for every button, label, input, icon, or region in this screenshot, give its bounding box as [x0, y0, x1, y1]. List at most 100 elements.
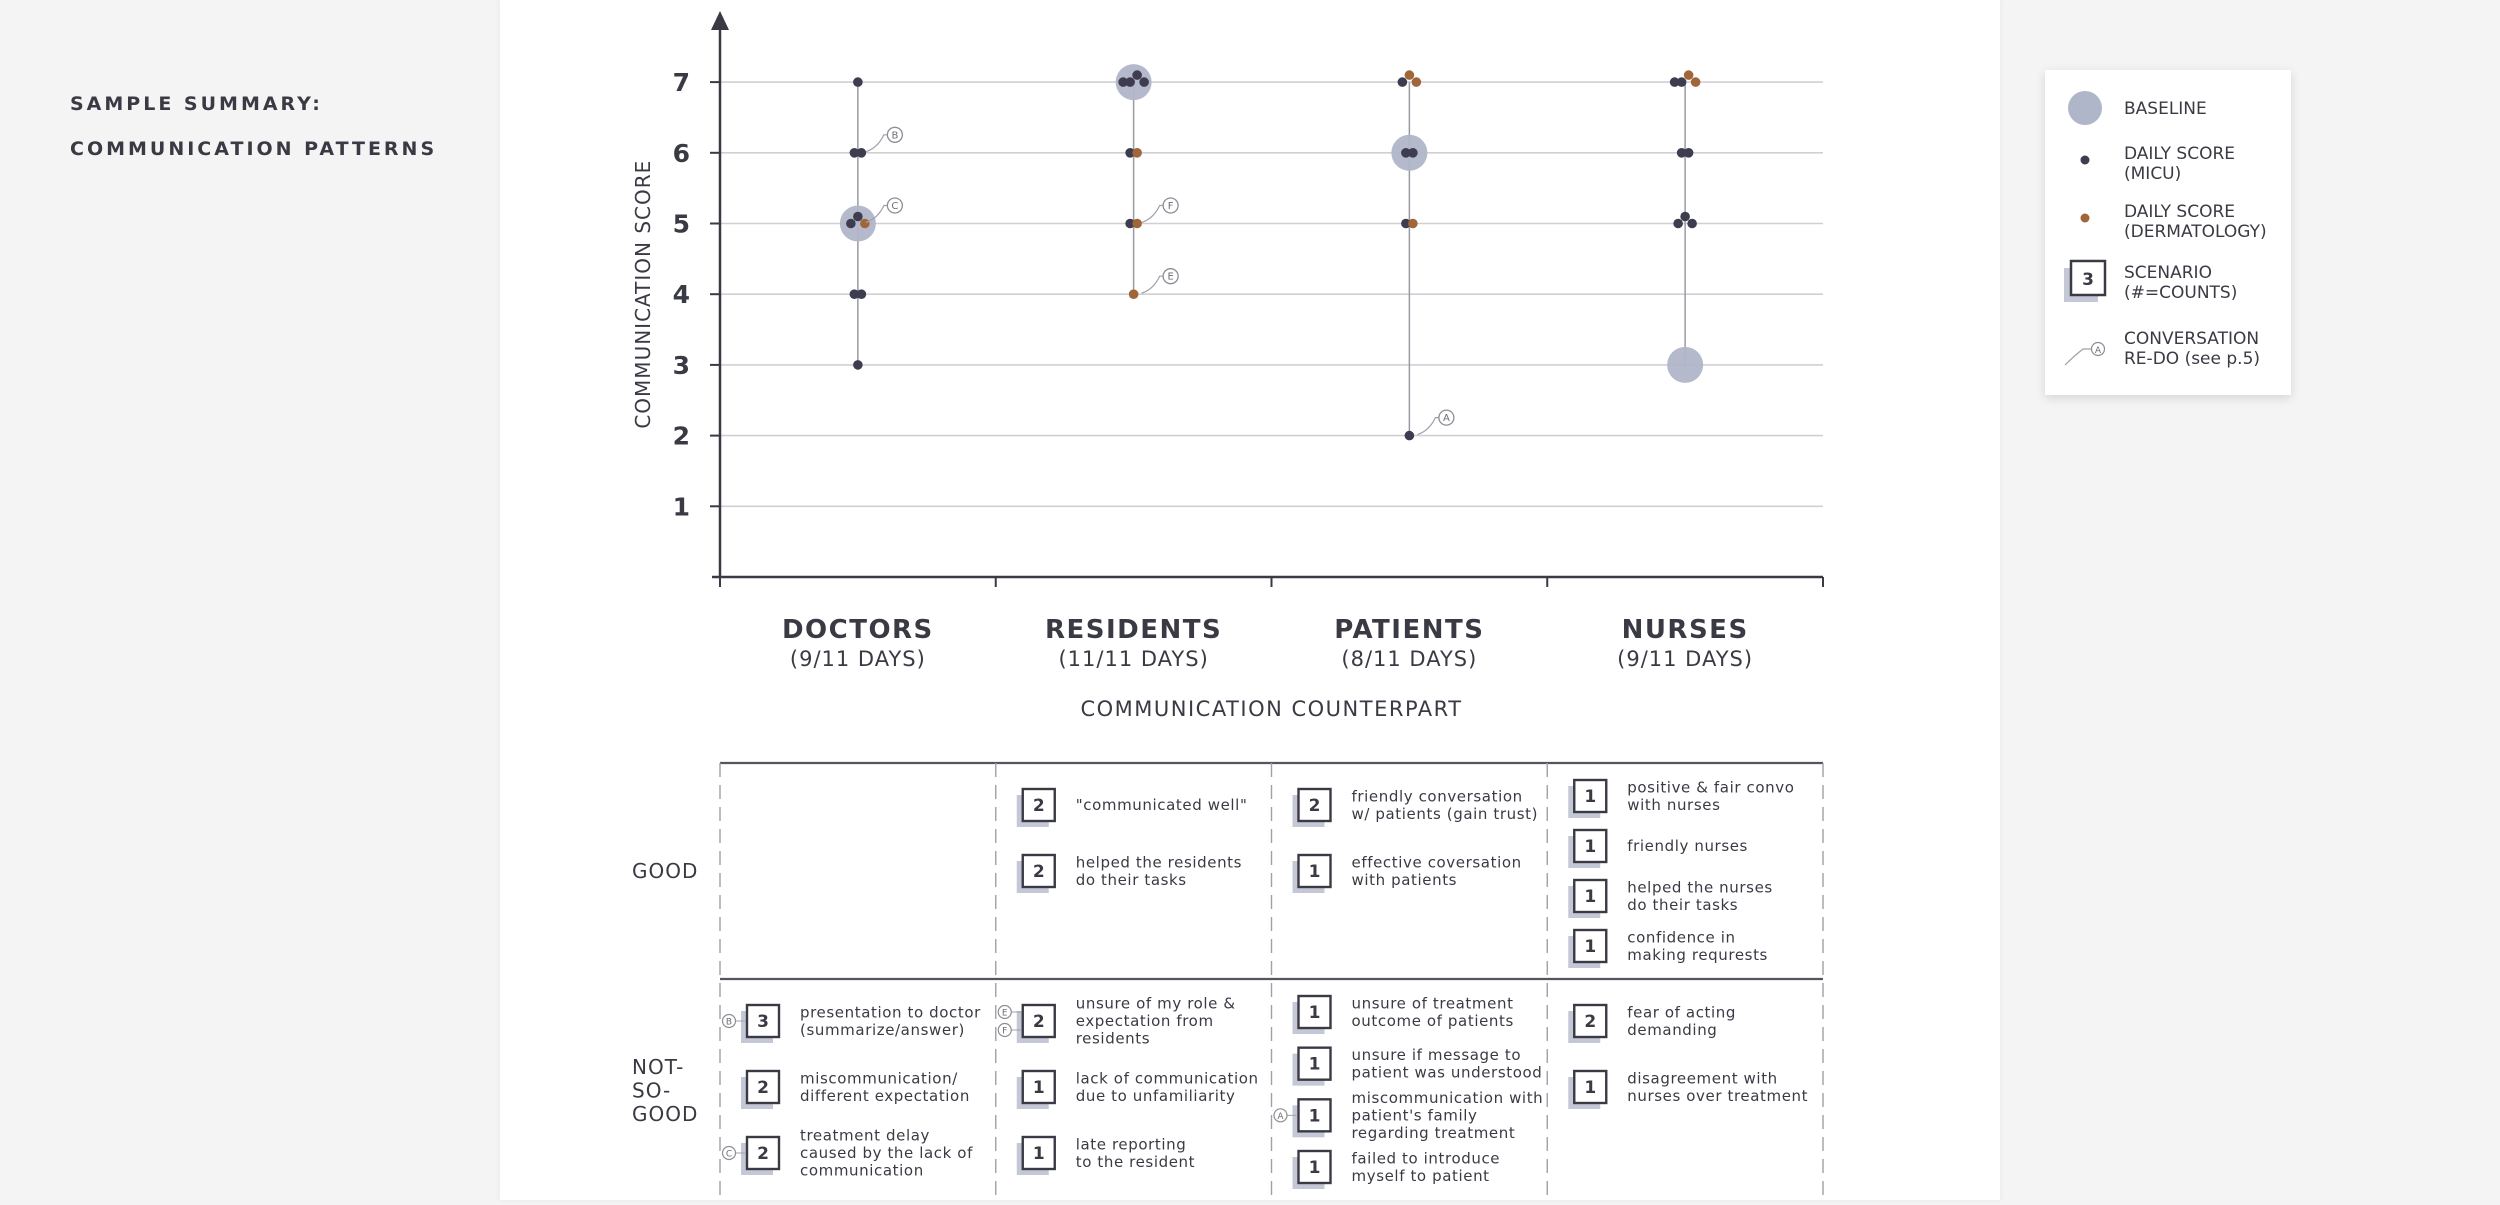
page-title: SAMPLE SUMMARY: COMMUNICATION PATTERNS: [70, 82, 437, 172]
legend-redo-leader: [2064, 348, 2091, 366]
scenario-count: 2: [757, 1078, 769, 1098]
scenario-count: 1: [1033, 1144, 1045, 1164]
scenario-description: do their tasks: [1627, 896, 1738, 914]
baseline-marker: [1667, 346, 1704, 383]
scenario-count-box: [1573, 878, 1608, 914]
scenario-redo-circle: [1273, 1108, 1288, 1123]
scenario-description: outcome of patients: [1352, 1012, 1514, 1030]
micu-score-dot: [1669, 77, 1680, 87]
scenario-description: failed to introduce: [1352, 1149, 1501, 1167]
scenario-count-box: [1573, 928, 1608, 964]
micu-score-dot: [849, 148, 860, 158]
legend-micu-marker: [2080, 155, 2090, 165]
scenario-count: 1: [1584, 937, 1596, 957]
micu-score-dot: [853, 211, 863, 222]
category-days-label: (11/11 DAYS): [1058, 647, 1208, 671]
micu-score-dot: [1676, 77, 1687, 87]
x-axis-label: COMMUNICATION COUNTERPART: [1080, 697, 1462, 721]
scenario-count: 2: [757, 1144, 769, 1164]
scenario-count: 2: [1033, 1012, 1045, 1032]
y-tick-label: 2: [673, 422, 690, 451]
micu-score-dot: [1132, 70, 1142, 80]
micu-score-dot: [1397, 77, 1408, 87]
micu-score-dot: [1401, 148, 1411, 158]
scenario-count-box: [1297, 787, 1332, 823]
scenario-description: (summarize/answer): [800, 1021, 965, 1039]
legend-scenario-label-1: SCENARIO: [2124, 263, 2212, 283]
redo-marker-letter: C: [891, 201, 898, 212]
scenario-count-box: [1297, 1149, 1332, 1185]
scenario-description: regarding treatment: [1352, 1124, 1516, 1142]
scenario-description: treatment delay: [800, 1127, 930, 1145]
scenario-redo-circle: [997, 1022, 1012, 1038]
y-axis-label: COMMUNICATION SCORE: [631, 160, 655, 429]
scenario-description: disagreement with: [1627, 1069, 1778, 1087]
scenario-description: patient's family: [1352, 1106, 1478, 1124]
derm-score-dot: [1128, 289, 1139, 300]
redo-marker-letter: E: [1167, 272, 1173, 283]
scenario-redo-circle: [997, 1004, 1012, 1020]
scenario-count-box: [745, 1003, 781, 1039]
category-days-label: (9/11 DAYS): [790, 647, 926, 671]
row-label-good: GOOD: [632, 859, 698, 883]
derm-score-dot: [1132, 218, 1142, 229]
scenario-count: 1: [1584, 787, 1596, 807]
scenario-count: 2: [1033, 862, 1045, 882]
category-label: RESIDENTS: [1045, 615, 1222, 645]
scenario-redo-letter: B: [726, 1018, 732, 1028]
derm-score-dot: [1690, 77, 1701, 87]
scenario-count-box: [1573, 1069, 1608, 1105]
scenario-description: lack of communication: [1076, 1069, 1259, 1087]
scenario-count-box: [1573, 778, 1608, 814]
scenario-count-box: [1021, 853, 1056, 889]
scenario-description: unsure if message to: [1352, 1046, 1522, 1064]
legend-scenario-label-2: (#=COUNTS): [2124, 283, 2237, 303]
scenario-count: 1: [1584, 837, 1596, 857]
scenario-count: 1: [1309, 862, 1321, 882]
redo-marker-letter: A: [1443, 413, 1450, 424]
scenario-description: miscommunication/: [800, 1069, 958, 1087]
scenario-count: 1: [1309, 1158, 1321, 1178]
scenario-description: making requrests: [1627, 946, 1768, 964]
scenario-description: due to unfamiliarity: [1076, 1087, 1236, 1105]
redo-marker-circle: [1162, 268, 1179, 285]
y-tick-label: 1: [673, 492, 690, 521]
scenario-description: unsure of my role &: [1076, 995, 1236, 1013]
scenario-description: residents: [1076, 1030, 1150, 1048]
derm-score-dot: [1408, 218, 1418, 229]
micu-score-dot: [1673, 218, 1683, 229]
row-label-not-so-good: NOT-: [632, 1055, 684, 1079]
scenario-description: demanding: [1627, 1021, 1717, 1039]
scenario-description: with patients: [1352, 871, 1458, 889]
micu-score-dot: [1401, 218, 1411, 229]
scenario-count-box: [1573, 828, 1608, 864]
y-tick-label: 3: [673, 351, 690, 380]
legend-baseline-label: BASELINE: [2124, 99, 2207, 119]
micu-score-dot: [853, 360, 863, 370]
scenario-description: do their tasks: [1076, 871, 1187, 889]
scenario-description: myself to patient: [1352, 1167, 1490, 1185]
micu-score-dot: [1408, 148, 1418, 158]
redo-leader: [1141, 204, 1164, 224]
micu-score-dot: [846, 218, 856, 229]
redo-marker-letter: F: [1168, 201, 1174, 212]
communication-chart: 1 2 3 4 5 6 7 COMMUNICATION SCORE COMMUNICATION …: [631, 11, 1824, 1200]
scenario-count-box: [745, 1135, 781, 1171]
scenario-description: caused by the lack of: [800, 1144, 973, 1162]
report-page: 1 2 3 4 5 6 7 COMMUNICATION SCORE COMMUNICATION …: [500, 0, 2000, 1200]
category-days-label: (9/11 DAYS): [1617, 647, 1753, 671]
category-label: NURSES: [1622, 615, 1749, 645]
scenario-count-box: [1297, 994, 1332, 1030]
micu-score-dot: [856, 148, 867, 158]
scenario-description: miscommunication with: [1352, 1089, 1544, 1107]
legend-redo-letter: A: [2095, 346, 2102, 356]
micu-score-dot: [853, 77, 863, 87]
legend-baseline-marker: [2068, 91, 2102, 125]
scenario-count-box: [1297, 1046, 1332, 1081]
scenario-redo-circle: [721, 1013, 737, 1029]
scenario-description: positive & fair convo: [1627, 778, 1794, 796]
scenario-description: unsure of treatment: [1352, 994, 1514, 1012]
scenario-count: 1: [1309, 1055, 1321, 1075]
micu-score-dot: [856, 289, 867, 300]
scenario-count-box: [1021, 787, 1056, 823]
